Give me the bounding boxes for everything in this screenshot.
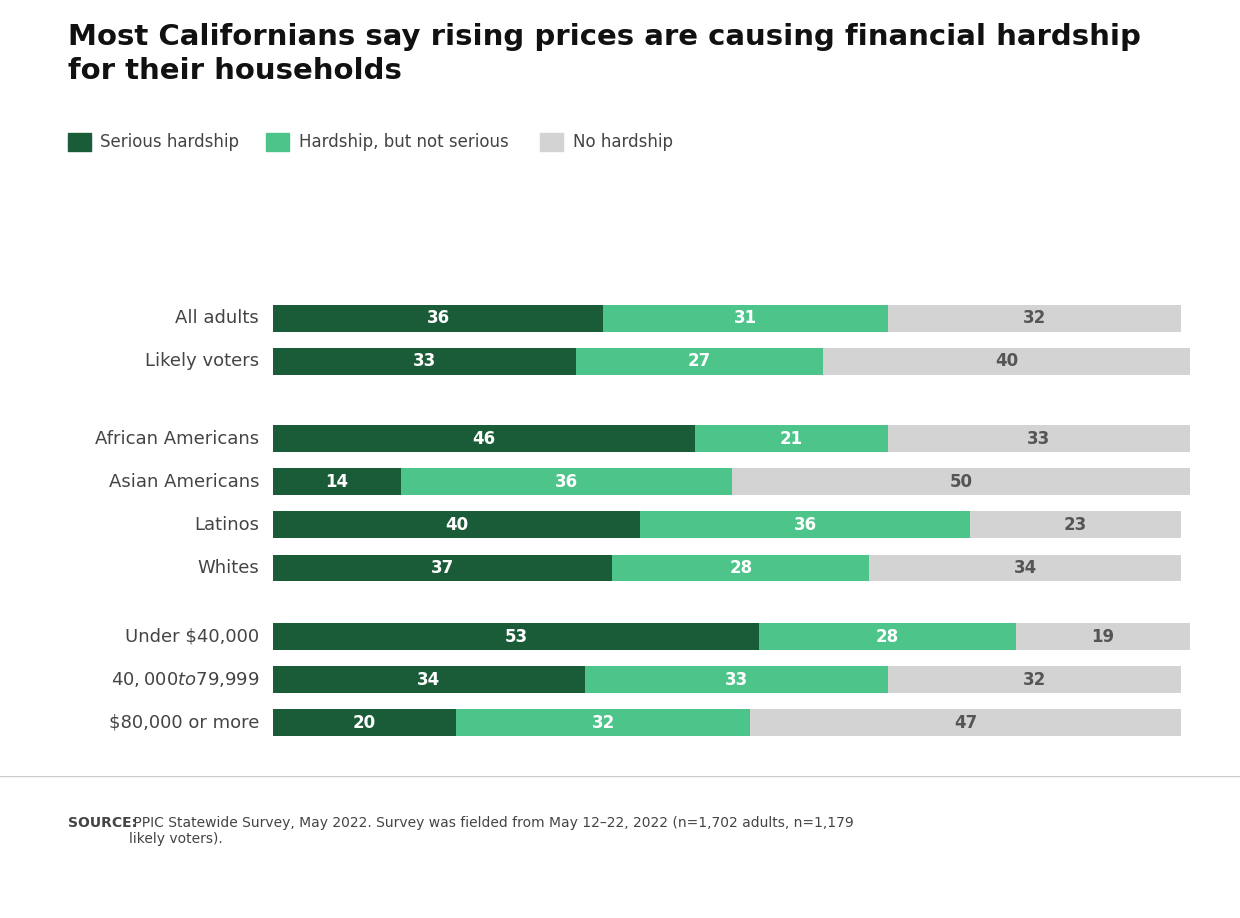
Bar (732, 468, 1190, 495)
Text: 14: 14 (325, 473, 348, 491)
Text: 32: 32 (591, 713, 615, 732)
Bar (694, 425, 888, 453)
Text: Whites: Whites (197, 559, 259, 577)
Text: 31: 31 (734, 309, 756, 328)
Text: SOURCE:: SOURCE: (68, 815, 138, 830)
Text: 34: 34 (417, 671, 440, 688)
Bar (888, 305, 1182, 331)
Text: 20: 20 (353, 713, 376, 732)
Bar (613, 554, 869, 581)
Bar (273, 305, 603, 331)
Bar (970, 511, 1182, 538)
Bar (603, 305, 888, 331)
Text: 19: 19 (1091, 628, 1115, 645)
Text: 36: 36 (427, 309, 450, 328)
Text: $80,000 or more: $80,000 or more (109, 713, 259, 732)
Text: 33: 33 (1028, 430, 1050, 448)
Bar (640, 511, 970, 538)
Text: 33: 33 (413, 353, 435, 370)
Bar (456, 710, 750, 736)
Bar (273, 623, 759, 650)
Bar (823, 348, 1190, 375)
Bar (1016, 623, 1190, 650)
Text: for their households: for their households (68, 57, 402, 85)
Text: Hardship, but not serious: Hardship, but not serious (299, 133, 508, 151)
Bar (888, 425, 1190, 453)
Text: Latinos: Latinos (193, 516, 259, 534)
Text: 28: 28 (875, 628, 899, 645)
Text: 27: 27 (688, 353, 711, 370)
Text: 34: 34 (1013, 559, 1037, 577)
Text: 32: 32 (1023, 309, 1047, 328)
Bar (869, 554, 1182, 581)
Text: 47: 47 (954, 713, 977, 732)
Text: 28: 28 (729, 559, 753, 577)
Bar (273, 468, 402, 495)
Bar (759, 623, 1016, 650)
Bar (585, 666, 888, 693)
Text: 32: 32 (1023, 671, 1047, 688)
Text: Under $40,000: Under $40,000 (125, 628, 259, 645)
Bar (273, 511, 640, 538)
Text: 53: 53 (505, 628, 527, 645)
Text: 37: 37 (432, 559, 454, 577)
Bar (273, 666, 585, 693)
Bar (888, 666, 1182, 693)
Text: Likely voters: Likely voters (145, 353, 259, 370)
Text: 23: 23 (1064, 516, 1087, 534)
Text: African Americans: African Americans (95, 430, 259, 448)
Bar (273, 710, 456, 736)
Bar (750, 710, 1182, 736)
Text: 21: 21 (780, 430, 802, 448)
Text: No hardship: No hardship (573, 133, 672, 151)
Text: 40: 40 (445, 516, 467, 534)
Bar (273, 348, 575, 375)
Text: $40,000 to $79,999: $40,000 to $79,999 (110, 670, 259, 689)
Bar (273, 425, 694, 453)
Bar (575, 348, 823, 375)
Text: 40: 40 (996, 353, 1018, 370)
Text: 36: 36 (794, 516, 817, 534)
Text: 50: 50 (950, 473, 972, 491)
Bar (402, 468, 732, 495)
Text: Most Californians say rising prices are causing financial hardship: Most Californians say rising prices are … (68, 23, 1141, 51)
Text: Serious hardship: Serious hardship (100, 133, 239, 151)
Text: PPIC Statewide Survey, May 2022. Survey was fielded from May 12–22, 2022 (n=1,70: PPIC Statewide Survey, May 2022. Survey … (129, 815, 853, 845)
Text: Asian Americans: Asian Americans (109, 473, 259, 491)
Text: 33: 33 (724, 671, 748, 688)
Bar (273, 554, 613, 581)
Text: 36: 36 (554, 473, 578, 491)
Text: 46: 46 (472, 430, 496, 448)
Text: All adults: All adults (175, 309, 259, 328)
